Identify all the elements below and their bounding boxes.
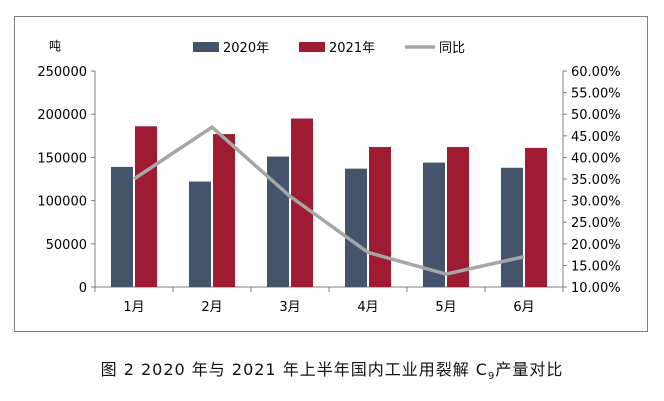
legend-label-yoy: 同比 bbox=[439, 41, 465, 56]
chart-frame: 0 50000 100000 150000 200000 250000 吨 10.00% 15.… bbox=[14, 16, 648, 332]
y-tick-label: 50000 bbox=[46, 238, 87, 253]
legend-swatch-2020 bbox=[193, 42, 219, 52]
x-tick-label: 4月 bbox=[357, 300, 378, 315]
y-axis-label: 吨 bbox=[49, 39, 61, 53]
y2-tick-label: 40.00% bbox=[571, 151, 621, 166]
x-tick-label: 2月 bbox=[201, 300, 222, 315]
y2-tick-label: 15.00% bbox=[571, 259, 621, 274]
bar-2020 bbox=[267, 156, 289, 287]
caption-prefix: 图 2 2020 年与 2021 年上半年国内工业用裂解 C bbox=[100, 360, 488, 379]
y2-tick-label: 55.00% bbox=[571, 87, 621, 102]
y2-tick-label: 35.00% bbox=[571, 173, 621, 188]
bar-2021 bbox=[291, 118, 313, 288]
x-tick-label: 3月 bbox=[279, 300, 300, 315]
x-tick-label: 1月 bbox=[123, 300, 144, 315]
x-tick-label: 6月 bbox=[513, 300, 534, 315]
y-tick-label: 100000 bbox=[37, 195, 87, 210]
y2-tick-label: 45.00% bbox=[571, 130, 621, 145]
x-tick-label: 5月 bbox=[435, 300, 456, 315]
bar-2021 bbox=[135, 126, 157, 288]
y2-tick-label: 10.00% bbox=[571, 281, 621, 296]
line-yoy bbox=[133, 124, 525, 276]
legend-swatch-2021 bbox=[299, 42, 325, 52]
legend-label-2021: 2021年 bbox=[329, 41, 375, 56]
y-tick-label: 0 bbox=[79, 281, 87, 296]
y2-tick-label: 50.00% bbox=[571, 108, 621, 123]
bar-2020 bbox=[345, 168, 367, 287]
chart-svg: 0 50000 100000 150000 200000 250000 吨 10.00% 15.… bbox=[37, 39, 621, 315]
bar-2020 bbox=[501, 167, 523, 287]
bar-2021 bbox=[213, 134, 235, 287]
y2-tick-label: 60.00% bbox=[571, 65, 621, 80]
y-tick-label: 200000 bbox=[37, 108, 87, 123]
caption-suffix: 产量对比 bbox=[495, 360, 564, 379]
bar-2020 bbox=[189, 181, 211, 287]
y2-tick-label: 25.00% bbox=[571, 216, 621, 231]
y-tick-label: 250000 bbox=[37, 65, 87, 80]
y2-tick-label: 20.00% bbox=[571, 238, 621, 253]
y-tick-label: 150000 bbox=[37, 151, 87, 166]
bar-2021 bbox=[369, 147, 391, 287]
y2-tick-label: 30.00% bbox=[571, 195, 621, 210]
figure-caption: 图 2 2020 年与 2021 年上半年国内工业用裂解 C9产量对比 bbox=[0, 356, 664, 382]
caption-subscript: 9 bbox=[487, 371, 496, 383]
bar-2021 bbox=[447, 147, 469, 287]
bar-2020 bbox=[111, 166, 133, 287]
legend-label-2020: 2020年 bbox=[223, 41, 269, 56]
bar-2020 bbox=[423, 162, 445, 287]
bar-2021 bbox=[525, 147, 547, 287]
